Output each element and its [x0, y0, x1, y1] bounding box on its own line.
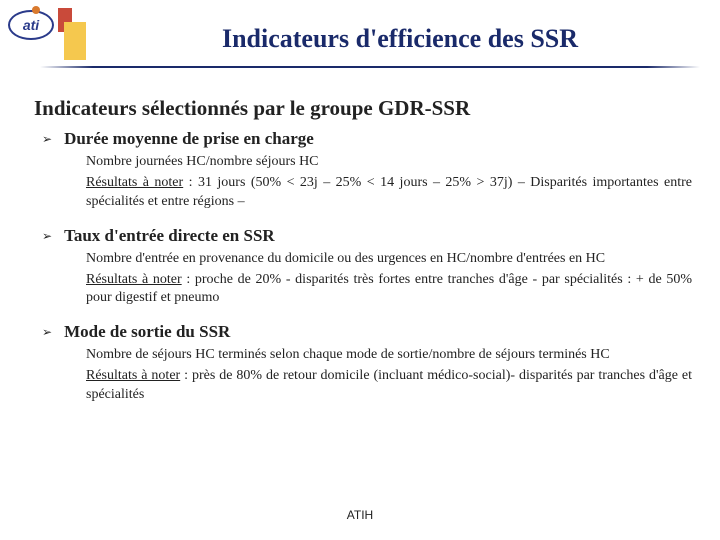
definition-line: Nombre journées HC/nombre séjours HC [86, 153, 692, 172]
footer-label: ATIH [0, 508, 720, 522]
item-title: Durée moyenne de prise en charge [64, 129, 314, 149]
results-label: Résultats à noter [86, 368, 180, 383]
chevron-right-icon: ➢ [42, 229, 52, 244]
page-title: Indicateurs d'efficience des SSR [100, 24, 700, 54]
title-underline [40, 66, 700, 68]
results-line: Résultats à noter : près de 80% de retou… [86, 367, 692, 405]
item-body: Nombre journées HC/nombre séjours HC Rés… [86, 153, 692, 212]
item-title: Mode de sortie du SSR [64, 322, 230, 342]
title-area: Indicateurs d'efficience des SSR [100, 24, 700, 54]
decorative-blocks [58, 6, 90, 62]
logo-dot-icon [32, 6, 40, 14]
item-head: ➢ Taux d'entrée directe en SSR [42, 226, 692, 246]
list-item: ➢ Mode de sortie du SSR Nombre de séjour… [34, 322, 692, 405]
results-label: Résultats à noter [86, 175, 183, 190]
results-line: Résultats à noter : 31 jours (50% < 23j … [86, 174, 692, 212]
logo-text: ati [23, 17, 39, 33]
definition-line: Nombre d'entrée en provenance du domicil… [86, 250, 692, 269]
list-item: ➢ Taux d'entrée directe en SSR Nombre d'… [34, 226, 692, 309]
results-label: Résultats à noter [86, 272, 182, 287]
definition-line: Nombre de séjours HC terminés selon chaq… [86, 346, 692, 365]
content: Indicateurs sélectionnés par le groupe G… [34, 96, 692, 419]
item-body: Nombre de séjours HC terminés selon chaq… [86, 346, 692, 405]
item-title: Taux d'entrée directe en SSR [64, 226, 275, 246]
logo: ati [6, 6, 66, 48]
item-head: ➢ Durée moyenne de prise en charge [42, 129, 692, 149]
chevron-right-icon: ➢ [42, 132, 52, 147]
list-item: ➢ Durée moyenne de prise en charge Nombr… [34, 129, 692, 212]
item-body: Nombre d'entrée en provenance du domicil… [86, 250, 692, 309]
subtitle: Indicateurs sélectionnés par le groupe G… [34, 96, 692, 121]
yellow-block-icon [64, 22, 86, 60]
chevron-right-icon: ➢ [42, 325, 52, 340]
item-head: ➢ Mode de sortie du SSR [42, 322, 692, 342]
results-line: Résultats à noter : proche de 20% - disp… [86, 271, 692, 309]
logo-oval: ati [8, 10, 54, 40]
